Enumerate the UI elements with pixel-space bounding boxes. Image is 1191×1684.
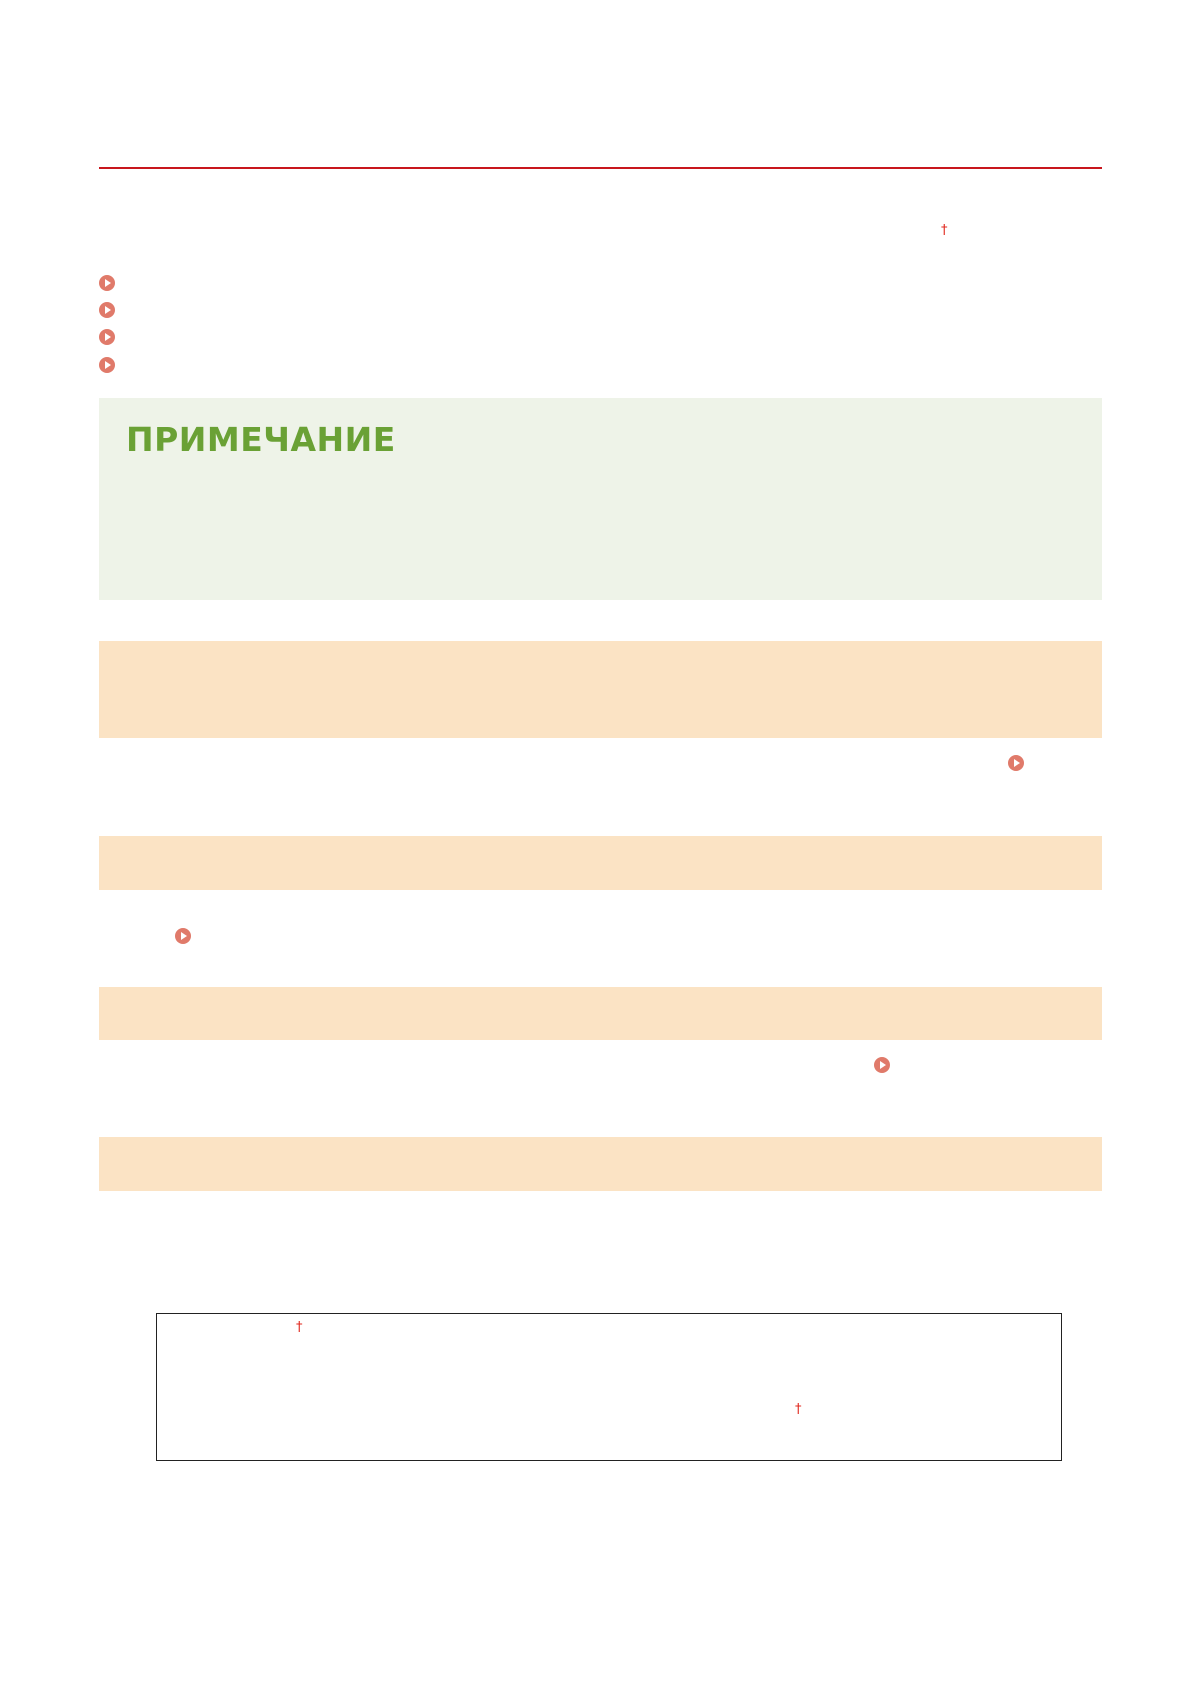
note-title: ПРИМЕЧАНИЕ (126, 420, 396, 459)
section-heading-band (99, 987, 1102, 1040)
dagger-icon: † (941, 223, 948, 238)
note-box: ПРИМЕЧАНИЕ (99, 398, 1102, 600)
circle-play-icon[interactable] (99, 275, 115, 291)
circle-play-icon[interactable] (99, 357, 115, 373)
circle-play-icon[interactable] (175, 928, 191, 944)
dagger-icon: † (795, 1402, 802, 1417)
circle-play-icon[interactable] (99, 302, 115, 318)
dagger-icon: † (296, 1320, 303, 1335)
section-heading-band (99, 836, 1102, 890)
section-heading-band (99, 1137, 1102, 1191)
header-rule (99, 167, 1102, 169)
circle-play-icon[interactable] (874, 1057, 890, 1073)
section-heading-band (99, 641, 1102, 738)
circle-play-icon[interactable] (1008, 755, 1024, 771)
circle-play-icon[interactable] (99, 329, 115, 345)
footnote-box (156, 1313, 1062, 1461)
